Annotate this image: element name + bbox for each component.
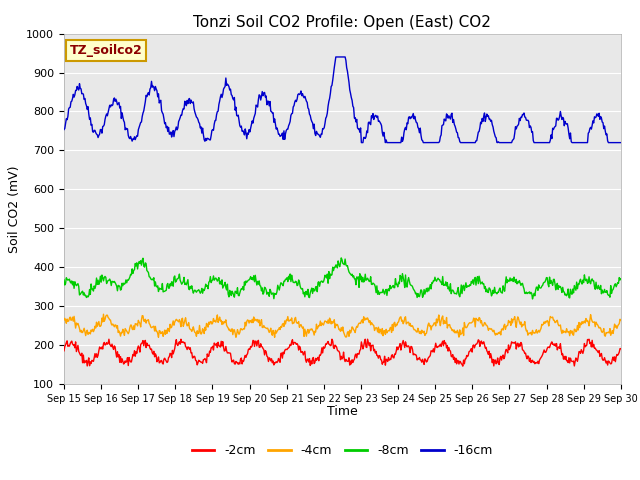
Title: Tonzi Soil CO2 Profile: Open (East) CO2: Tonzi Soil CO2 Profile: Open (East) CO2 — [193, 15, 492, 30]
Legend: -2cm, -4cm, -8cm, -16cm: -2cm, -4cm, -8cm, -16cm — [187, 439, 498, 462]
Text: TZ_soilco2: TZ_soilco2 — [70, 44, 142, 57]
Y-axis label: Soil CO2 (mV): Soil CO2 (mV) — [8, 165, 20, 252]
X-axis label: Time: Time — [327, 405, 358, 418]
